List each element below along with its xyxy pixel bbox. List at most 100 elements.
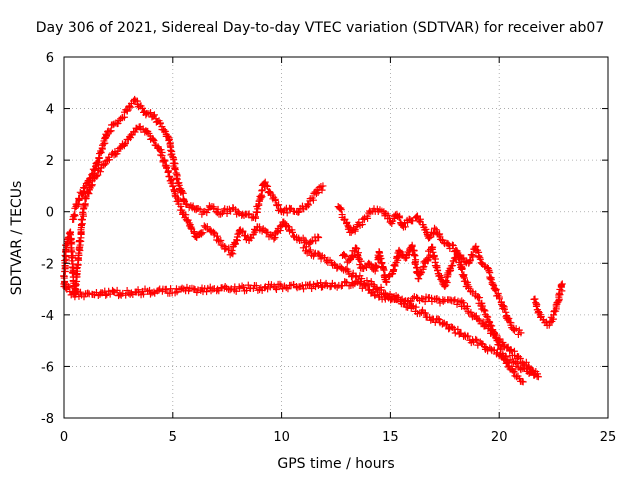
data-point xyxy=(210,203,218,211)
data-point xyxy=(271,196,279,204)
data-point xyxy=(80,293,88,301)
data-point xyxy=(485,267,493,275)
y-tick-label: -2 xyxy=(41,257,54,272)
data-point xyxy=(61,268,69,276)
data-point xyxy=(94,158,102,166)
data-point xyxy=(238,282,246,290)
data-point xyxy=(324,259,332,267)
data-point xyxy=(221,282,229,290)
data-point xyxy=(485,323,493,331)
data-point xyxy=(314,189,322,197)
data-point xyxy=(261,284,269,292)
data-point xyxy=(74,200,82,208)
y-tick-label: -4 xyxy=(41,309,54,324)
data-point xyxy=(239,228,247,236)
data-point xyxy=(213,232,221,240)
data-point xyxy=(505,314,513,322)
data-point xyxy=(357,257,365,265)
data-point xyxy=(75,244,83,252)
data-point xyxy=(557,281,565,289)
data-point xyxy=(93,172,101,180)
data-point xyxy=(105,156,113,164)
data-point xyxy=(299,244,307,252)
data-point xyxy=(519,378,527,386)
data-point xyxy=(134,286,142,294)
data-point xyxy=(442,321,450,329)
data-point xyxy=(448,262,456,270)
data-point xyxy=(449,242,457,250)
data-point xyxy=(558,280,566,288)
data-point xyxy=(461,331,469,339)
plot-frame xyxy=(63,56,609,419)
data-point xyxy=(410,250,418,258)
y-tick-label: 4 xyxy=(46,103,54,118)
data-point xyxy=(459,299,467,307)
data-point xyxy=(439,319,447,327)
data-point xyxy=(120,141,128,149)
data-point xyxy=(383,278,391,286)
data-point xyxy=(474,341,482,349)
data-point xyxy=(407,304,415,312)
data-point xyxy=(199,229,207,237)
data-point xyxy=(272,285,280,293)
data-point xyxy=(413,293,421,301)
data-point xyxy=(421,297,429,305)
data-point xyxy=(500,305,508,313)
y-tick-label: 6 xyxy=(46,51,54,66)
data-point xyxy=(394,256,402,264)
grid-lines xyxy=(64,57,608,418)
data-point xyxy=(451,329,459,337)
data-point xyxy=(294,208,302,216)
data-point xyxy=(149,136,157,144)
data-point xyxy=(315,234,323,241)
data-point xyxy=(258,193,266,201)
data-point xyxy=(164,132,172,140)
data-point xyxy=(479,302,487,310)
data-point xyxy=(444,240,452,248)
data-point xyxy=(284,285,292,293)
data-point xyxy=(288,228,296,236)
data-point xyxy=(110,288,118,296)
data-point xyxy=(215,237,223,245)
data-point xyxy=(254,205,262,213)
data-point xyxy=(113,286,121,294)
data-point xyxy=(304,201,312,209)
data-point xyxy=(150,111,158,119)
data-point xyxy=(252,214,260,222)
data-point xyxy=(290,232,298,240)
data-point xyxy=(72,282,80,290)
x-tick-label: 5 xyxy=(169,430,177,445)
data-point xyxy=(488,280,496,288)
data-point xyxy=(342,252,350,260)
data-point xyxy=(284,223,292,231)
data-point xyxy=(245,210,253,218)
data-point xyxy=(169,183,177,191)
data-point xyxy=(511,357,519,365)
data-point xyxy=(364,214,372,222)
data-point xyxy=(100,161,108,169)
data-point xyxy=(401,223,409,231)
data-point xyxy=(455,252,463,260)
x-tick-label: 20 xyxy=(491,430,508,445)
data-point xyxy=(283,209,291,217)
data-point xyxy=(82,194,90,202)
data-point xyxy=(478,340,486,348)
data-point xyxy=(172,174,180,182)
y-tick-label: 0 xyxy=(46,206,54,221)
data-point xyxy=(512,325,520,333)
y-tick-label: -6 xyxy=(41,360,54,375)
data-point xyxy=(455,330,463,338)
data-point xyxy=(530,371,538,379)
data-point xyxy=(102,157,110,165)
data-point xyxy=(378,259,386,267)
data-point xyxy=(441,282,449,290)
data-point xyxy=(451,296,459,304)
x-tick-label: 25 xyxy=(600,430,617,445)
data-point xyxy=(469,251,477,259)
data-point xyxy=(493,350,501,358)
data-point xyxy=(349,271,357,279)
data-point xyxy=(426,234,434,241)
data-point xyxy=(480,306,488,314)
data-point xyxy=(171,166,179,174)
data-point xyxy=(384,211,392,219)
